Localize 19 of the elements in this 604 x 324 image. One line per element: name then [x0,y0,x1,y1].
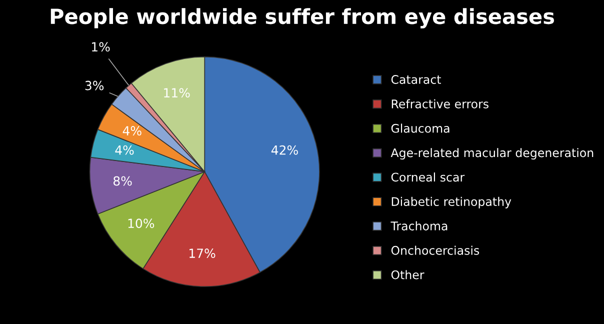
data-label: 4% [122,126,142,136]
data-label: 3% [85,80,104,90]
legend-label: Age-related macular degeneration [390,148,594,160]
legend-label: Refractive errors [392,99,488,108]
data-label: 1% [92,42,110,52]
legend-label: Glaucoma [391,124,450,133]
legend-label: Corneal scar [391,172,465,182]
data-label: 8% [113,176,132,186]
data-label: 4% [115,145,134,155]
legend-label: Trachoma [390,221,448,230]
chart-title: People worldwide suffer from eye diseases [50,8,554,28]
legend-label: Diabetic retinopathy [392,196,512,208]
legend-label: Onchocerciasis [391,246,480,255]
legend-label: Cataract [391,75,441,84]
data-label: 42% [271,145,298,155]
data-label: 17% [190,248,216,258]
legend-label: Other [391,270,424,280]
data-label: 11% [164,88,190,98]
data-label: 10% [128,218,154,228]
